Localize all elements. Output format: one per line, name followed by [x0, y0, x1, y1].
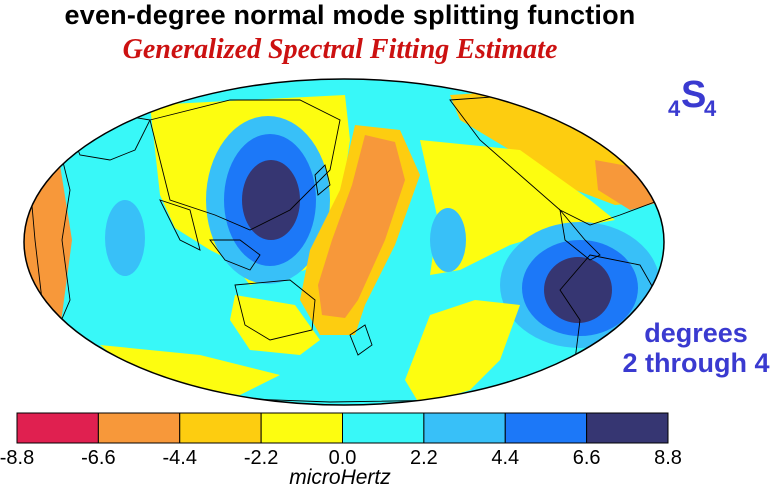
colorbar-box	[423, 412, 506, 444]
field-region-central-blue	[430, 208, 466, 272]
degrees-label-line2: 2 through 4	[622, 348, 770, 378]
mode-label: 4 S 4	[668, 74, 728, 134]
coastline-india	[159, 199, 201, 251]
colorbar-tick-label: 6.6	[573, 447, 601, 465]
field-region-east-low-core	[544, 257, 612, 323]
world-map	[23, 78, 665, 406]
coastline-asia	[149, 99, 341, 231]
map-subtitle: Generalized Spectral Fitting Estimate	[122, 34, 558, 65]
colorbar-tick-label: -6.6	[81, 447, 115, 465]
colorbar-box	[260, 412, 343, 444]
colorbar: -8.8 -6.6 -4.4 -2.2 0.0 2.2 4.4 6.6 8.8	[0, 412, 682, 465]
degrees-label: degrees 2 through 4	[614, 318, 778, 378]
mode-type-letter: S	[681, 74, 707, 116]
coastline-se-asia	[209, 239, 261, 271]
field-region-south-yellow-strip	[100, 345, 280, 395]
field-region-east-yellow	[420, 140, 615, 275]
colorbar-box	[16, 412, 99, 444]
colorbar-tick-label: 4.4	[491, 447, 519, 465]
mode-overtone-number: 4	[668, 96, 681, 121]
field-region-pacific-orange-core	[318, 135, 405, 318]
colorbar-box	[504, 412, 588, 444]
colorbar-tick-label: 0.0	[329, 447, 357, 465]
colorbar-box	[97, 412, 181, 444]
coastline-new-zealand	[349, 324, 373, 356]
splitting-function-field	[24, 79, 664, 405]
colorbar-boxes	[16, 412, 669, 444]
colorbar-tick-label: 2.2	[410, 447, 438, 465]
colorbar-unit-label: microHertz	[289, 466, 391, 489]
mode-angular-degree: 4	[704, 96, 717, 121]
map-title: even-degree normal mode splitting functi…	[64, 0, 636, 30]
colorbar-tick-label: -4.4	[163, 447, 197, 465]
field-region-west-low-core	[242, 160, 300, 240]
field-region-southwest-yellow	[230, 295, 320, 355]
coastline-central-america	[559, 208, 601, 261]
globe-outline	[23, 78, 665, 406]
colorbar-tick-label: -2.2	[244, 447, 278, 465]
colorbar-tick-label: 8.8	[654, 447, 682, 465]
colorbar-box	[586, 412, 669, 444]
coastline-japan	[314, 164, 331, 196]
field-region-west-blue	[105, 200, 145, 276]
coastline-australia	[234, 279, 316, 341]
colorbar-box	[179, 412, 262, 444]
colorbar-tick-label: -8.8	[0, 447, 34, 465]
degrees-label-line1: degrees	[644, 318, 748, 348]
colorbar-ticks: -8.8 -6.6 -4.4 -2.2 0.0 2.2 4.4 6.6 8.8	[0, 447, 682, 465]
colorbar-box	[342, 412, 425, 444]
field-region-south-yellow	[405, 300, 520, 405]
